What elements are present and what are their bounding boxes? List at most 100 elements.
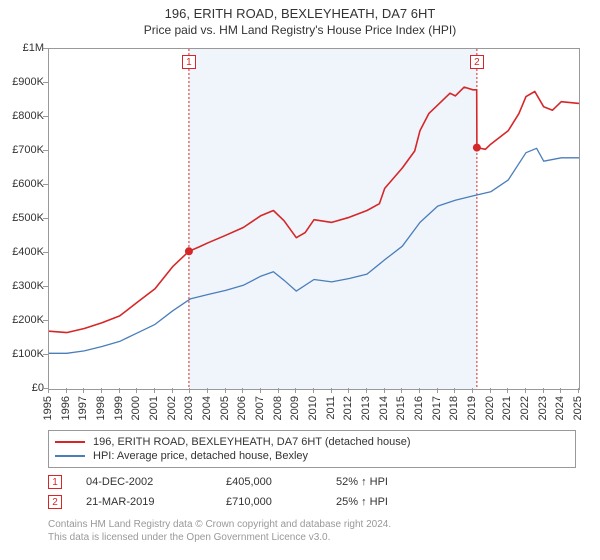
x-tick-label: 2021 (501, 396, 513, 420)
y-tick (43, 252, 48, 253)
x-tick (366, 388, 367, 393)
x-tick (83, 388, 84, 393)
annotation-hpi-2: 25% ↑ HPI (336, 496, 456, 508)
x-tick (66, 388, 67, 393)
sale-marker-1: 1 (182, 55, 196, 69)
sale-annotations: 1 04-DEC-2002 £405,000 52% ↑ HPI 2 21-MA… (48, 472, 456, 512)
y-tick (43, 48, 48, 49)
x-tick-label: 1997 (77, 396, 89, 420)
x-tick (454, 388, 455, 393)
x-tick (295, 388, 296, 393)
sale-marker-2: 2 (470, 55, 484, 69)
x-tick-label: 2015 (395, 396, 407, 420)
x-tick (348, 388, 349, 393)
annotation-price-2: £710,000 (226, 496, 336, 508)
x-tick (136, 388, 137, 393)
x-tick-label: 1995 (42, 396, 54, 420)
x-tick (172, 388, 173, 393)
x-tick (560, 388, 561, 393)
y-tick (43, 320, 48, 321)
y-tick-label: £300K (0, 280, 44, 292)
chart-title: 196, ERITH ROAD, BEXLEYHEATH, DA7 6HT (0, 6, 600, 21)
x-tick-label: 2016 (413, 396, 425, 420)
legend-item-1: 196, ERITH ROAD, BEXLEYHEATH, DA7 6HT (d… (55, 435, 569, 449)
annotation-row-1: 1 04-DEC-2002 £405,000 52% ↑ HPI (48, 472, 456, 492)
annotation-num-2: 2 (52, 497, 58, 508)
x-tick (401, 388, 402, 393)
y-tick (43, 354, 48, 355)
x-tick-label: 2022 (519, 396, 531, 420)
x-tick-label: 2004 (201, 396, 213, 420)
x-tick-label: 2008 (272, 396, 284, 420)
x-tick (189, 388, 190, 393)
x-tick (419, 388, 420, 393)
annotation-date-1: 04-DEC-2002 (86, 476, 226, 488)
x-tick-label: 2009 (289, 396, 301, 420)
x-tick-label: 2012 (342, 396, 354, 420)
y-tick (43, 116, 48, 117)
x-tick (437, 388, 438, 393)
chart-subtitle: Price paid vs. HM Land Registry's House … (0, 23, 600, 37)
annotation-marker-2: 2 (48, 495, 62, 509)
x-tick (490, 388, 491, 393)
y-tick-label: £0 (0, 382, 44, 394)
x-tick-label: 2013 (360, 396, 372, 420)
y-tick-label: £900K (0, 76, 44, 88)
footer-note: Contains HM Land Registry data © Crown c… (48, 518, 391, 544)
y-tick (43, 286, 48, 287)
legend-label-1: 196, ERITH ROAD, BEXLEYHEATH, DA7 6HT (d… (93, 436, 411, 448)
legend: 196, ERITH ROAD, BEXLEYHEATH, DA7 6HT (d… (48, 430, 576, 468)
y-tick-label: £500K (0, 212, 44, 224)
x-tick-label: 2000 (130, 396, 142, 420)
y-tick-label: £200K (0, 314, 44, 326)
x-tick (543, 388, 544, 393)
x-tick-label: 2018 (448, 396, 460, 420)
y-tick-label: £1M (0, 42, 44, 54)
x-tick-label: 2017 (431, 396, 443, 420)
x-tick-label: 2010 (307, 396, 319, 420)
x-tick (101, 388, 102, 393)
x-tick (48, 388, 49, 393)
legend-swatch-2 (55, 455, 85, 457)
annotation-hpi-1: 52% ↑ HPI (336, 476, 456, 488)
y-tick-label: £400K (0, 246, 44, 258)
x-tick-label: 2006 (236, 396, 248, 420)
plot-area: 12 (48, 48, 580, 390)
annotation-row-2: 2 21-MAR-2019 £710,000 25% ↑ HPI (48, 492, 456, 512)
x-tick-label: 1998 (95, 396, 107, 420)
x-tick (154, 388, 155, 393)
legend-item-2: HPI: Average price, detached house, Bexl… (55, 449, 569, 463)
y-tick-label: £800K (0, 110, 44, 122)
x-tick-label: 1999 (113, 396, 125, 420)
x-tick (260, 388, 261, 393)
annotation-num-1: 1 (52, 477, 58, 488)
y-tick-label: £700K (0, 144, 44, 156)
x-tick (207, 388, 208, 393)
x-tick-label: 2025 (572, 396, 584, 420)
annotation-date-2: 21-MAR-2019 (86, 496, 226, 508)
x-tick-label: 2001 (148, 396, 160, 420)
annotation-marker-1: 1 (48, 475, 62, 489)
chart-container: 196, ERITH ROAD, BEXLEYHEATH, DA7 6HT Pr… (0, 0, 600, 560)
y-tick (43, 184, 48, 185)
x-tick (472, 388, 473, 393)
x-tick (384, 388, 385, 393)
footer-line-1: Contains HM Land Registry data © Crown c… (48, 518, 391, 531)
x-tick (331, 388, 332, 393)
x-tick-label: 2024 (554, 396, 566, 420)
x-tick (313, 388, 314, 393)
footer-line-2: This data is licensed under the Open Gov… (48, 531, 391, 544)
annotation-price-1: £405,000 (226, 476, 336, 488)
x-tick (242, 388, 243, 393)
y-tick (43, 150, 48, 151)
x-tick-label: 2020 (484, 396, 496, 420)
x-tick-label: 2003 (183, 396, 195, 420)
x-tick-label: 2011 (325, 396, 337, 420)
legend-label-2: HPI: Average price, detached house, Bexl… (93, 450, 308, 462)
y-tick (43, 218, 48, 219)
x-tick-label: 2023 (537, 396, 549, 420)
y-tick-label: £100K (0, 348, 44, 360)
x-tick-label: 2005 (219, 396, 231, 420)
y-tick-label: £600K (0, 178, 44, 190)
x-tick (507, 388, 508, 393)
